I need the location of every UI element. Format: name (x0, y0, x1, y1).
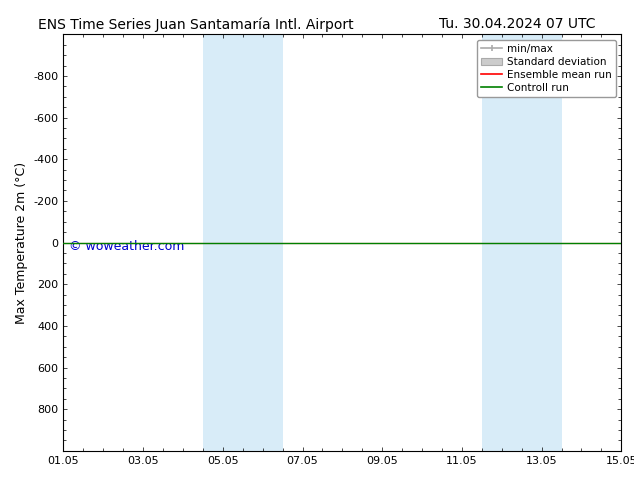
Bar (482, 34, 562, 451)
Text: ENS Time Series Juan Santamaría Intl. Airport: ENS Time Series Juan Santamaría Intl. Ai… (38, 17, 354, 32)
Legend: min/max, Standard deviation, Ensemble mean run, Controll run: min/max, Standard deviation, Ensemble me… (477, 40, 616, 97)
Bar (203, 34, 283, 451)
Text: © woweather.com: © woweather.com (69, 241, 184, 253)
Y-axis label: Max Temperature 2m (°C): Max Temperature 2m (°C) (15, 162, 28, 323)
Text: Tu. 30.04.2024 07 UTC: Tu. 30.04.2024 07 UTC (439, 17, 596, 31)
